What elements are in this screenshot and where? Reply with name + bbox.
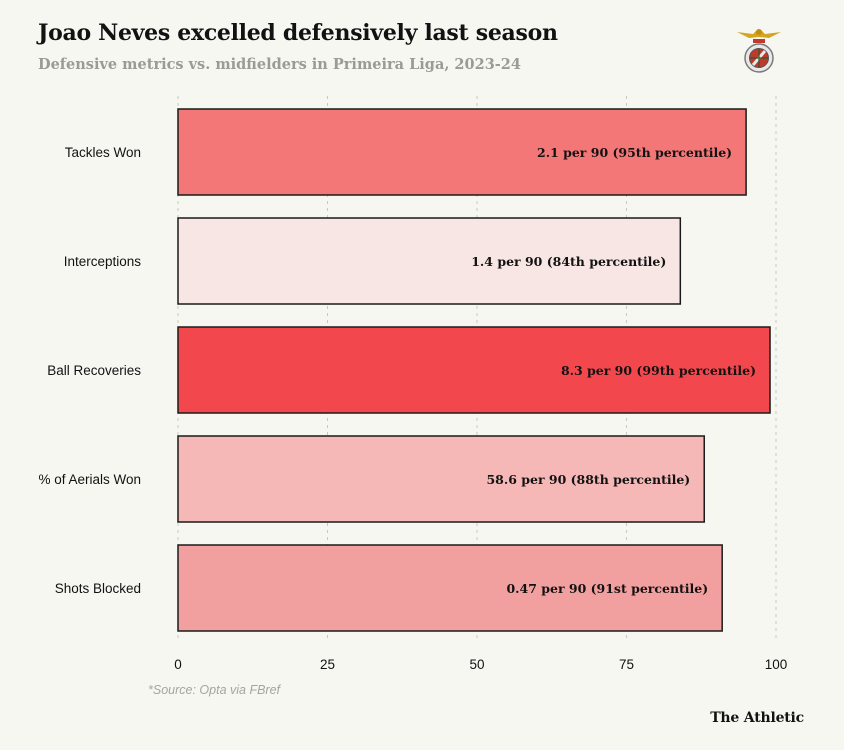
brand-logo: The Athletic: [710, 710, 804, 726]
source-note: *Source: Opta via FBref: [148, 683, 281, 697]
x-tick-label: 75: [619, 657, 634, 672]
category-label: Ball Recoveries: [47, 363, 141, 378]
benfica-crest-icon: [737, 29, 781, 73]
chart-title: Joao Neves excelled defensively last sea…: [38, 20, 558, 46]
bar: [177, 435, 705, 523]
x-tick-label: 25: [320, 657, 335, 672]
data-label: 8.3 per 90 (99th percentile): [561, 363, 756, 378]
data-label: 58.6 per 90 (88th percentile): [486, 472, 690, 487]
x-tick-label: 0: [174, 657, 182, 672]
data-label: 2.1 per 90 (95th percentile): [537, 145, 732, 160]
x-tick-label: 100: [765, 657, 788, 672]
category-label: Shots Blocked: [55, 581, 141, 596]
bar: [177, 326, 771, 414]
x-tick-label: 50: [469, 657, 484, 672]
data-label: 1.4 per 90 (84th percentile): [471, 254, 666, 269]
eagle-icon: [737, 29, 781, 38]
category-label: Tackles Won: [65, 145, 141, 160]
category-label: Interceptions: [64, 254, 142, 269]
data-label: 0.47 per 90 (91st percentile): [506, 581, 708, 596]
chart-subtitle: Defensive metrics vs. midfielders in Pri…: [38, 56, 521, 73]
bar: [177, 217, 682, 305]
bar-chart: Tackles Won 2.1 per 90 (95th percentile) I…: [38, 96, 788, 672]
category-label: % of Aerials Won: [38, 472, 141, 487]
bar: [177, 544, 723, 632]
bar: [177, 108, 747, 196]
